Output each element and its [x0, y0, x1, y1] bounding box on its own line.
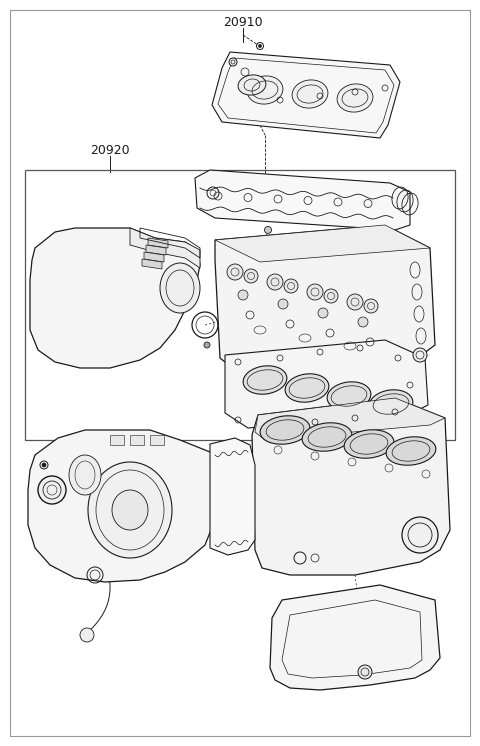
- Text: 20910: 20910: [223, 16, 263, 28]
- Circle shape: [244, 269, 258, 283]
- Circle shape: [284, 279, 298, 293]
- Circle shape: [204, 342, 210, 348]
- Polygon shape: [146, 245, 166, 255]
- Ellipse shape: [243, 366, 287, 394]
- Ellipse shape: [238, 75, 266, 95]
- Polygon shape: [150, 435, 164, 445]
- Ellipse shape: [302, 423, 352, 451]
- Polygon shape: [30, 228, 200, 368]
- Polygon shape: [210, 438, 255, 555]
- Polygon shape: [142, 259, 162, 269]
- Circle shape: [278, 299, 288, 309]
- Circle shape: [38, 476, 66, 504]
- Circle shape: [364, 299, 378, 313]
- Ellipse shape: [88, 462, 172, 558]
- Ellipse shape: [69, 455, 101, 495]
- Circle shape: [267, 274, 283, 290]
- Bar: [25, 170, 455, 440]
- Circle shape: [259, 45, 262, 48]
- Circle shape: [318, 308, 328, 318]
- Circle shape: [402, 517, 438, 553]
- Circle shape: [264, 227, 272, 233]
- Polygon shape: [28, 430, 220, 582]
- Polygon shape: [255, 398, 445, 440]
- Circle shape: [227, 264, 243, 280]
- Ellipse shape: [369, 390, 413, 419]
- Ellipse shape: [260, 416, 310, 444]
- Circle shape: [80, 628, 94, 642]
- Polygon shape: [215, 225, 430, 262]
- Circle shape: [229, 58, 237, 66]
- Polygon shape: [270, 585, 440, 690]
- Ellipse shape: [160, 263, 200, 313]
- Polygon shape: [215, 225, 435, 378]
- Ellipse shape: [247, 76, 283, 104]
- Ellipse shape: [112, 490, 148, 530]
- Ellipse shape: [285, 374, 329, 402]
- Circle shape: [358, 317, 368, 327]
- Ellipse shape: [344, 430, 394, 458]
- Polygon shape: [144, 252, 164, 262]
- Ellipse shape: [386, 436, 436, 466]
- Polygon shape: [130, 435, 144, 445]
- Text: 20920: 20920: [90, 143, 130, 157]
- Ellipse shape: [337, 84, 373, 112]
- Ellipse shape: [327, 382, 371, 410]
- Polygon shape: [110, 435, 124, 445]
- Ellipse shape: [292, 80, 328, 108]
- Polygon shape: [252, 398, 450, 575]
- Circle shape: [307, 284, 323, 300]
- Circle shape: [42, 463, 46, 467]
- Circle shape: [324, 289, 338, 303]
- Polygon shape: [195, 170, 410, 230]
- Circle shape: [238, 290, 248, 300]
- Circle shape: [413, 348, 427, 362]
- Circle shape: [358, 665, 372, 679]
- Polygon shape: [130, 228, 200, 268]
- Polygon shape: [212, 52, 400, 138]
- Circle shape: [347, 294, 363, 310]
- Polygon shape: [225, 340, 428, 428]
- Polygon shape: [148, 238, 168, 248]
